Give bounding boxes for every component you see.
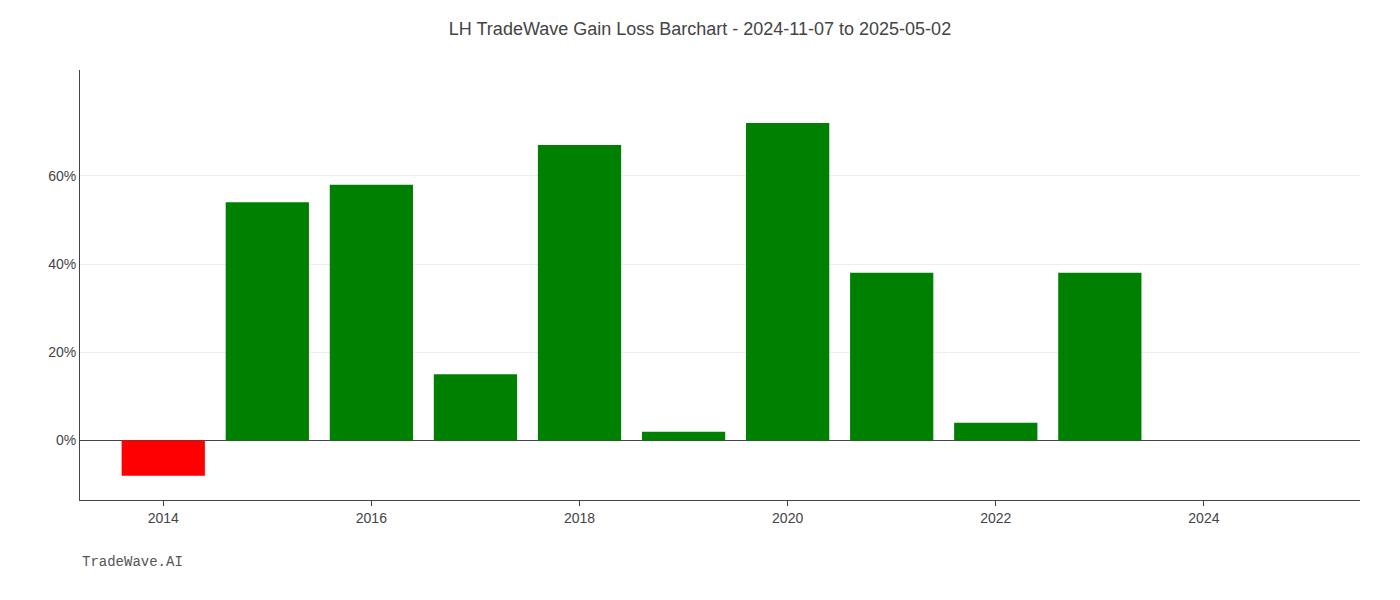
svg-text:60%: 60% [48,168,76,184]
svg-text:2018: 2018 [564,510,595,526]
svg-text:2022: 2022 [980,510,1011,526]
svg-text:0%: 0% [56,432,76,448]
svg-text:20%: 20% [48,344,76,360]
svg-text:LH TradeWave Gain Loss Barchar: LH TradeWave Gain Loss Barchart - 2024-1… [449,19,951,39]
svg-text:TradeWave.AI: TradeWave.AI [82,554,183,570]
svg-text:40%: 40% [48,256,76,272]
svg-text:2024: 2024 [1188,510,1219,526]
svg-text:2016: 2016 [356,510,387,526]
svg-text:2014: 2014 [148,510,179,526]
svg-text:2020: 2020 [772,510,803,526]
